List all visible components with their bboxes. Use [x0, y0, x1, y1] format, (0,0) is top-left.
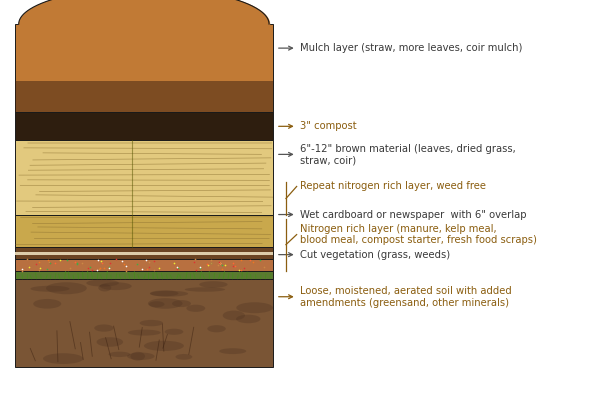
Text: Nitrogen rich layer (manure, kelp meal,
blood meal, compost starter, fresh food : Nitrogen rich layer (manure, kelp meal, …: [299, 224, 536, 245]
Ellipse shape: [187, 305, 205, 312]
Bar: [15, 112, 273, 140]
Ellipse shape: [86, 279, 119, 287]
Ellipse shape: [130, 352, 145, 360]
Ellipse shape: [94, 324, 113, 332]
Ellipse shape: [98, 284, 111, 292]
Ellipse shape: [172, 300, 191, 307]
Ellipse shape: [31, 286, 70, 292]
Ellipse shape: [140, 320, 163, 326]
Ellipse shape: [199, 281, 227, 288]
Ellipse shape: [149, 301, 164, 307]
Ellipse shape: [219, 348, 246, 354]
Bar: [15, 252, 273, 255]
Ellipse shape: [100, 282, 131, 290]
Bar: [15, 81, 273, 112]
Ellipse shape: [97, 337, 123, 347]
Ellipse shape: [33, 299, 61, 309]
Ellipse shape: [128, 330, 161, 336]
Ellipse shape: [175, 354, 192, 360]
Ellipse shape: [223, 311, 245, 320]
Bar: [15, 215, 273, 247]
Ellipse shape: [185, 287, 225, 292]
Ellipse shape: [236, 315, 260, 323]
Bar: [15, 140, 273, 215]
Text: 6"-12" brown material (leaves, dried grass,
straw, coir): 6"-12" brown material (leaves, dried gra…: [299, 144, 515, 165]
Text: Cut vegetation (grass, weeds): Cut vegetation (grass, weeds): [299, 250, 450, 259]
Ellipse shape: [164, 329, 184, 335]
Ellipse shape: [46, 282, 87, 294]
Ellipse shape: [144, 341, 184, 351]
Bar: [15, 271, 273, 279]
Ellipse shape: [150, 291, 188, 297]
Ellipse shape: [109, 352, 130, 357]
Ellipse shape: [127, 352, 155, 360]
Ellipse shape: [236, 302, 273, 313]
Text: Wet cardboard or newspaper  with 6" overlap: Wet cardboard or newspaper with 6" overl…: [299, 210, 526, 219]
Ellipse shape: [150, 290, 178, 296]
Bar: [15, 259, 273, 271]
Text: 3" compost: 3" compost: [299, 122, 356, 131]
Ellipse shape: [208, 325, 226, 332]
Bar: [15, 279, 273, 367]
Ellipse shape: [43, 353, 83, 364]
Bar: [15, 24, 273, 112]
Bar: [15, 247, 273, 259]
Text: Mulch layer (straw, more leaves, coir mulch): Mulch layer (straw, more leaves, coir mu…: [299, 43, 522, 53]
Text: Repeat nitrogen rich layer, weed free: Repeat nitrogen rich layer, weed free: [299, 182, 485, 191]
Text: Loose, moistened, aerated soil with added
amendments (greensand, other minerals): Loose, moistened, aerated soil with adde…: [299, 286, 511, 308]
Ellipse shape: [148, 298, 182, 309]
